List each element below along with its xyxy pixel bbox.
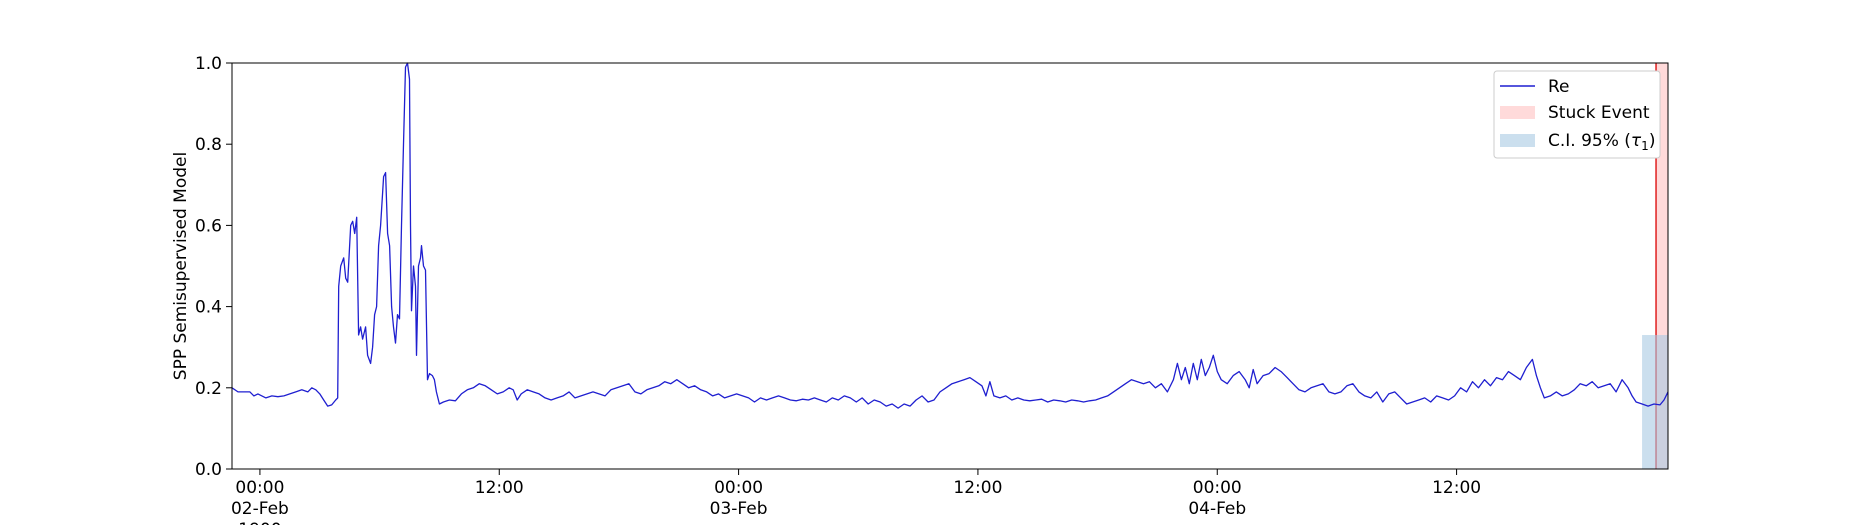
stuck-event-band [1656, 63, 1668, 469]
x-tick-year-label: 1900 [238, 520, 281, 525]
series-re-line [231, 62, 1669, 409]
legend-stuck-swatch [1500, 106, 1535, 119]
x-tick-label: 12:00 [1432, 478, 1481, 498]
legend-series-label: Re [1548, 77, 1570, 97]
y-tick-label: 0.0 [195, 460, 222, 480]
x-tick-date-label: 04-Feb [1188, 499, 1246, 519]
x-tick-label: 12:00 [953, 478, 1002, 498]
x-tick-date-label: 02-Feb [231, 499, 289, 519]
legend-frame [1493, 70, 1661, 159]
y-tick-label: 0.6 [195, 216, 222, 236]
x-axis-ticks: 00:0002-Feb190012:0000:0003-Feb12:0000:0… [231, 469, 1481, 525]
x-tick-label: 00:00 [1193, 478, 1242, 498]
y-tick-label: 0.8 [195, 135, 222, 155]
legend-ci-swatch [1500, 134, 1535, 147]
confidence-interval-band [1642, 335, 1668, 469]
y-tick-label: 0.2 [195, 379, 222, 399]
plot-background [232, 63, 1668, 469]
y-tick-label: 1.0 [195, 54, 222, 74]
plot-frame [231, 62, 1669, 470]
x-tick-label: 00:00 [235, 478, 284, 498]
legend-ci-label: C.I. 95% (τ1) [1548, 131, 1655, 153]
x-tick-label: 00:00 [714, 478, 763, 498]
y-axis-ticks: 0.0 0.2 0.4 0.6 0.8 1.0 [195, 54, 232, 480]
y-tick-label: 0.4 [195, 298, 222, 318]
x-tick-label: 12:00 [475, 478, 524, 498]
y-axis-label: SPP Semisupervised Model [171, 152, 191, 380]
legend: Re Stuck Event C.I. 95% (τ1) [1493, 70, 1661, 159]
x-tick-date-label: 03-Feb [710, 499, 768, 519]
legend-stuck-label: Stuck Event [1548, 103, 1650, 123]
